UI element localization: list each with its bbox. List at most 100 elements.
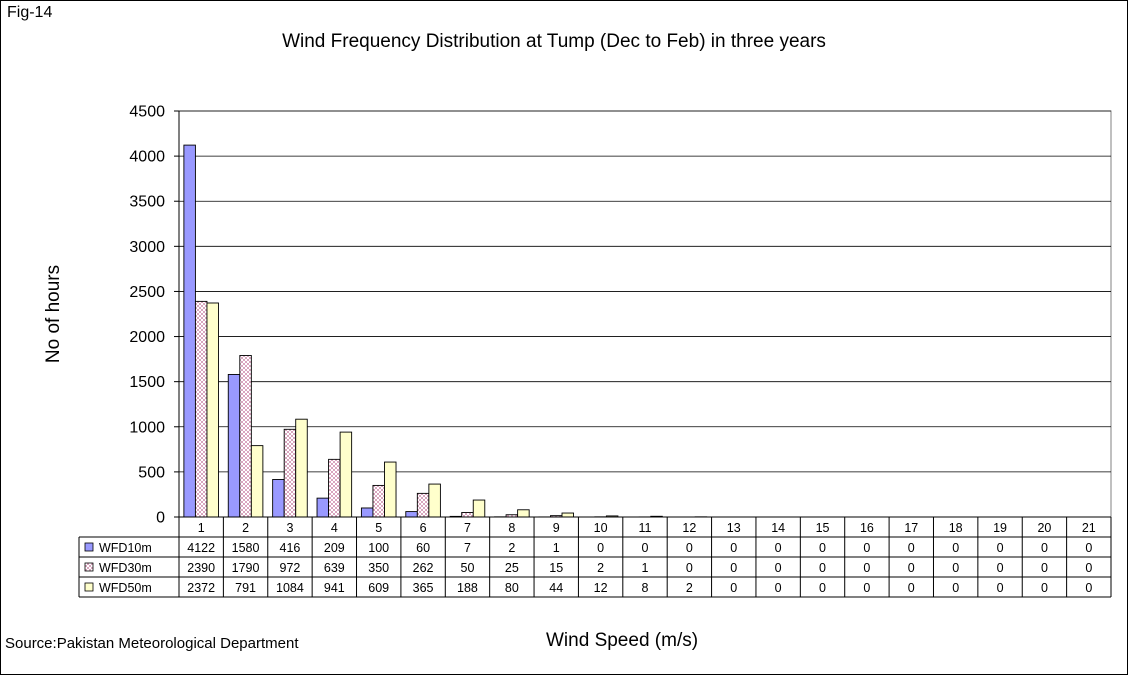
data-label: 50 xyxy=(461,561,475,575)
legend-key xyxy=(84,562,94,572)
x-tick-label: 19 xyxy=(993,521,1007,535)
bar-wfd30m xyxy=(283,428,297,518)
bar-wfd10m xyxy=(227,373,241,518)
data-label: 0 xyxy=(952,561,959,575)
data-label: 972 xyxy=(280,561,301,575)
data-label: 0 xyxy=(1085,561,1092,575)
x-tick-label: 20 xyxy=(1037,521,1051,535)
y-tick-label: 2500 xyxy=(129,284,165,301)
data-label: 44 xyxy=(549,581,563,595)
data-label: 100 xyxy=(368,541,389,555)
bar-wfd50m xyxy=(250,445,264,518)
bar-wfd50m xyxy=(384,461,397,518)
x-tick-label: 5 xyxy=(375,521,382,535)
data-label: 0 xyxy=(1041,541,1048,555)
data-label: 639 xyxy=(324,561,345,575)
x-tick-label: 1 xyxy=(198,521,205,535)
chart-title: Wind Frequency Distribution at Tump (Dec… xyxy=(282,31,826,52)
data-label: 0 xyxy=(908,561,915,575)
data-label: 0 xyxy=(642,541,649,555)
y-tick-label: 4500 xyxy=(129,104,165,121)
y-tick-label: 2000 xyxy=(129,329,165,346)
bar-wfd50m xyxy=(295,418,308,518)
data-label: 0 xyxy=(730,581,737,595)
data-label: 0 xyxy=(775,581,782,595)
data-label: 0 xyxy=(730,541,737,555)
data-label: 1 xyxy=(642,561,649,575)
bar-wfd50m xyxy=(472,499,486,518)
bar-wfd30m xyxy=(416,492,430,518)
x-tick-label: 17 xyxy=(904,521,918,535)
data-label: 1084 xyxy=(276,581,304,595)
data-label: 262 xyxy=(413,561,434,575)
y-tick-label: 0 xyxy=(156,510,165,527)
data-label: 0 xyxy=(952,581,959,595)
x-tick-label: 3 xyxy=(286,521,293,535)
data-label: 0 xyxy=(863,541,870,555)
legend-label: WFD10m xyxy=(99,541,152,555)
data-label: 0 xyxy=(775,541,782,555)
x-tick-label: 8 xyxy=(508,521,515,535)
data-label: 1 xyxy=(553,541,560,555)
legend-key xyxy=(84,582,94,592)
data-label: 0 xyxy=(997,561,1004,575)
data-label: 0 xyxy=(1041,581,1048,595)
bar-wfd10m xyxy=(316,497,330,518)
y-tick-label: 3500 xyxy=(129,194,165,211)
data-label: 0 xyxy=(997,541,1004,555)
legend-label: WFD30m xyxy=(99,561,152,575)
data-label: 7 xyxy=(464,541,471,555)
y-tick-label: 500 xyxy=(138,464,165,481)
data-label: 0 xyxy=(1085,541,1092,555)
x-tick-label: 18 xyxy=(949,521,963,535)
data-label: 25 xyxy=(505,561,519,575)
data-label: 0 xyxy=(597,541,604,555)
bar-wfd50m xyxy=(517,509,530,518)
bar-wfd50m xyxy=(339,431,353,518)
x-tick-label: 10 xyxy=(594,521,608,535)
y-axis-label: No of hours xyxy=(43,265,64,363)
data-label: 0 xyxy=(819,541,826,555)
data-label: 2 xyxy=(686,581,693,595)
legend-key xyxy=(84,542,94,552)
x-tick-label: 16 xyxy=(860,521,874,535)
y-tick-label: 1000 xyxy=(129,419,165,436)
data-label: 0 xyxy=(908,541,915,555)
bar-wfd30m xyxy=(328,458,341,518)
data-label: 12 xyxy=(594,581,608,595)
y-tick-label: 1500 xyxy=(129,374,165,391)
legend-label: WFD50m xyxy=(99,581,152,595)
bar-wfd10m xyxy=(405,511,418,518)
bar-wfd30m xyxy=(239,355,252,518)
bar-wfd10m xyxy=(183,144,196,518)
y-tick-label: 3000 xyxy=(129,239,165,256)
data-label: 0 xyxy=(775,561,782,575)
figure-label: Fig-14 xyxy=(7,4,53,21)
data-label: 4122 xyxy=(187,541,215,555)
data-label: 941 xyxy=(324,581,345,595)
x-tick-label: 15 xyxy=(816,521,830,535)
bar-wfd50m xyxy=(428,483,441,518)
bar-wfd50m xyxy=(561,512,574,518)
data-label: 60 xyxy=(416,541,430,555)
data-label: 0 xyxy=(730,561,737,575)
data-label: 1580 xyxy=(232,541,260,555)
y-tick-label: 4000 xyxy=(129,149,165,166)
data-label: 0 xyxy=(952,541,959,555)
data-label: 0 xyxy=(686,561,693,575)
x-tick-label: 11 xyxy=(639,521,652,535)
x-axis-label: Wind Speed (m/s) xyxy=(546,630,699,651)
x-tick-label: 7 xyxy=(464,521,471,535)
data-label: 350 xyxy=(368,561,389,575)
x-tick-label: 21 xyxy=(1082,521,1096,535)
data-label: 0 xyxy=(1041,561,1048,575)
bar-wfd50m xyxy=(206,302,219,518)
data-label: 0 xyxy=(819,561,826,575)
data-label: 0 xyxy=(863,581,870,595)
x-tick-label: 6 xyxy=(420,521,427,535)
data-label: 416 xyxy=(280,541,301,555)
x-tick-label: 12 xyxy=(682,521,696,535)
data-label: 2 xyxy=(508,541,515,555)
